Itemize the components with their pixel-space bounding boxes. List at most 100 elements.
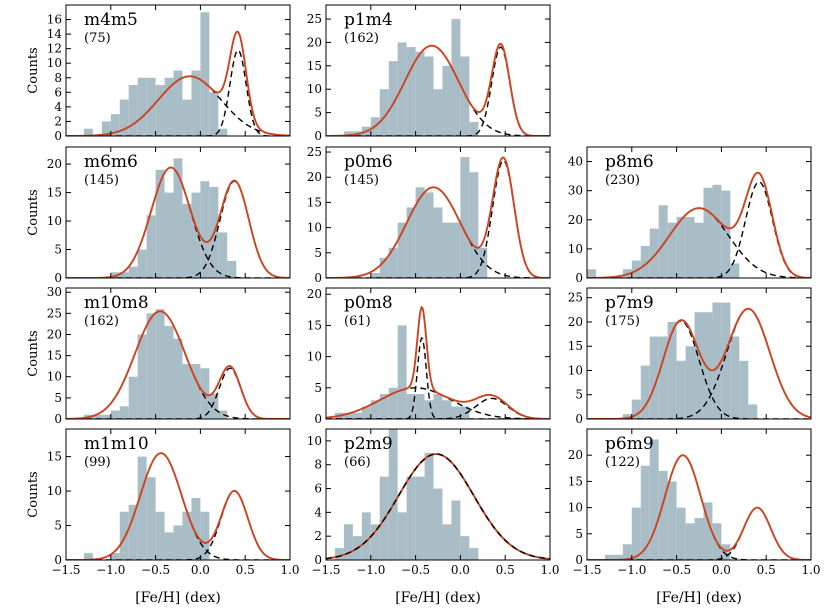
histogram-bar	[397, 325, 407, 419]
histogram-bar	[200, 181, 210, 278]
x-tick-label: −1.5	[572, 563, 601, 577]
histogram-bar	[218, 232, 228, 278]
y-tick-label: 20	[307, 170, 322, 184]
y-tick-label: 25	[307, 145, 322, 159]
histogram-bar	[442, 524, 452, 560]
panel-frame	[586, 428, 812, 561]
histogram-bar	[146, 215, 156, 278]
x-tick-label: −1.0	[96, 563, 125, 577]
histogram-bar	[164, 77, 174, 136]
histogram-bar	[694, 312, 704, 419]
panel-name: p7m9	[605, 293, 654, 313]
histogram-bar	[110, 410, 120, 419]
histogram-bar	[379, 394, 389, 419]
histogram-bar	[712, 184, 722, 278]
histogram-bar	[370, 400, 380, 419]
histogram-bar	[460, 536, 470, 560]
histogram-bars	[587, 184, 740, 278]
histogram-bar	[406, 476, 416, 560]
y-tick-label: 30	[568, 184, 583, 198]
histogram-bar	[640, 245, 650, 278]
y-tick-label: 10	[307, 350, 322, 364]
histogram-bar	[415, 476, 425, 560]
y-tick-label: 10	[47, 484, 62, 498]
panel-name: m4m5	[84, 10, 138, 30]
histogram-bar	[676, 216, 686, 278]
y-tick-label: 15	[307, 318, 322, 332]
histogram-bar	[433, 89, 443, 136]
y-tick-label: 15	[47, 349, 62, 363]
histogram-bar	[460, 406, 470, 419]
y-tick-label: 0	[54, 271, 62, 285]
histogram-bar	[128, 504, 138, 560]
x-tick-label: −1.0	[356, 563, 385, 577]
x-axis-label-col-2: [Fe/H] (dex)	[395, 590, 481, 606]
total-fit-curve	[587, 171, 811, 278]
histogram-bar	[406, 47, 416, 136]
histogram-bar	[478, 247, 488, 278]
x-tick-label: 0.0	[191, 563, 210, 577]
y-tick-label: 15	[47, 450, 62, 464]
x-axis-label-col-3: [Fe/H] (dex)	[656, 590, 742, 606]
y-axis-label-row-4: Counts	[26, 471, 41, 517]
y-tick-label: 10	[47, 56, 62, 70]
histogram-bar	[424, 192, 434, 278]
histogram-bar	[218, 410, 228, 419]
histogram-bar	[730, 336, 740, 419]
histogram-bars	[83, 456, 210, 560]
histogram-bars	[334, 325, 470, 419]
histogram-bar	[721, 544, 731, 560]
histogram-bar	[164, 532, 174, 560]
fit-curves	[326, 156, 550, 278]
histogram-bar	[685, 523, 695, 560]
y-axis-label-row-1: Counts	[26, 47, 41, 93]
y-tick-label: 5	[54, 391, 62, 405]
x-tick-label: −1.0	[617, 563, 646, 577]
histogram-bar	[209, 393, 219, 419]
histogram-bar	[370, 272, 380, 278]
y-tick-label: 15	[568, 339, 583, 353]
y-tick-label: 2	[54, 114, 62, 128]
histogram-bar	[622, 414, 632, 419]
y-tick-label: 14	[47, 27, 63, 41]
y-tick-label: 20	[307, 287, 322, 301]
panel-name: p8m6	[605, 152, 654, 172]
panel-p2m9: 0 2 4 6 8 10 −1.5 −1.0 −0.5 0.0 0.5 1.0 p2m9(66)	[307, 428, 560, 577]
panel-p0m6: 0 5 10 15 20 25 p0m6(145)	[307, 145, 551, 285]
histogram-bar	[361, 512, 371, 560]
y-tick-label: 10	[307, 221, 322, 235]
total-fit-curve	[587, 454, 811, 560]
y-tick-label: 10	[47, 370, 62, 384]
y-tick-label: 25	[47, 306, 62, 320]
histogram-bar	[146, 313, 156, 419]
y-tick-label: 0	[54, 412, 62, 426]
x-tick-label: 0.0	[451, 563, 470, 577]
total-fit-curve	[326, 156, 550, 278]
histogram-bar	[155, 309, 165, 419]
histogram-bar	[146, 477, 156, 560]
histogram-bar	[424, 400, 434, 419]
y-tick-label: 20	[47, 327, 62, 341]
panel-count: (99)	[84, 455, 111, 470]
panel-count: (61)	[344, 314, 371, 329]
y-tick-label: 0	[314, 553, 322, 567]
histogram-bar	[209, 92, 219, 136]
histogram-bar	[119, 99, 129, 136]
histogram-bar	[703, 502, 713, 560]
panel-m6m6: 0 5 10 15 20 m6m6(145)	[47, 146, 291, 285]
histogram-bar	[182, 203, 192, 278]
panel-p8m6: 0 10 20 30 40 p8m6(230)	[568, 146, 812, 285]
panel-count: (162)	[344, 31, 379, 46]
histogram-bar	[730, 263, 740, 278]
histogram-bar	[191, 70, 201, 136]
histogram-bar	[703, 312, 713, 419]
histogram-bar	[182, 364, 192, 419]
panel-frame	[586, 287, 812, 420]
y-tick-label: 5	[54, 243, 62, 257]
panel-count: (145)	[344, 173, 379, 188]
histogram-bar	[667, 222, 677, 278]
histogram-bar	[191, 192, 201, 278]
histogram-bar	[137, 456, 147, 560]
x-tick-label: 1.0	[540, 563, 559, 577]
